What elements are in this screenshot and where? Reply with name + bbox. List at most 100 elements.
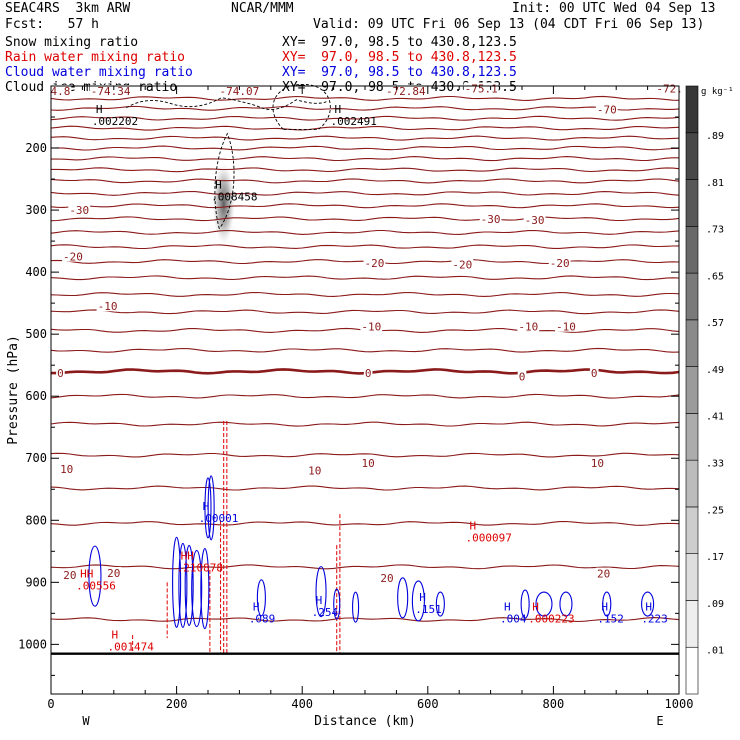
temperature-label: 20	[107, 567, 120, 580]
temperature-label-bg	[360, 320, 383, 332]
colorbar-label: .25	[706, 505, 724, 516]
temperature-contour	[50, 520, 680, 526]
extremum-value: .002202	[92, 115, 138, 128]
colorbar-swatch	[685, 272, 699, 321]
cloud-water-contour	[333, 588, 341, 620]
temperature-label: -75.1	[465, 82, 498, 95]
temperature-contour	[50, 203, 680, 209]
temperature-label-bg	[62, 250, 84, 262]
extremum-mark: HH	[181, 549, 194, 562]
temperature-contour	[50, 291, 680, 297]
colorbar-unit: g kg⁻¹	[701, 87, 734, 97]
colorbar-swatch	[685, 646, 699, 695]
temperature-label: -20	[452, 259, 472, 272]
temperature-contour	[50, 244, 680, 250]
temperature-contour	[50, 190, 680, 196]
extremum-mark: H	[469, 520, 476, 533]
colorbar-swatch	[685, 553, 699, 601]
extremum-mark: H	[601, 600, 608, 613]
cloud-water-contour	[184, 544, 194, 626]
cloud-water-contour	[352, 591, 360, 623]
temperature-label: -10	[518, 321, 538, 334]
temperature-label-bg	[68, 204, 91, 216]
cloud-water-contour	[315, 566, 327, 618]
extremum-mark: H	[316, 594, 323, 607]
temperature-label: -10	[556, 321, 576, 334]
temperature-label: 10	[60, 463, 73, 476]
temperature-label-bg	[589, 367, 599, 379]
y-tick-label: 600	[25, 389, 47, 403]
colorbar-swatch	[685, 600, 699, 648]
extremum-value: .210878	[177, 561, 223, 574]
temperature-label: 10	[591, 457, 604, 470]
temperature-label: 10	[362, 457, 375, 470]
temperature-label: -10	[98, 300, 118, 313]
y-tick-label: 400	[25, 265, 47, 279]
cloud-water-contour	[200, 547, 210, 630]
cloud-water-contour	[602, 591, 612, 617]
colorbar-label: .17	[706, 552, 724, 563]
x-tick-label: 600	[417, 697, 439, 711]
temperature-label: -10	[361, 321, 381, 334]
extremum-mark: H	[253, 600, 260, 613]
temperature-label: -30	[481, 213, 501, 226]
temperature-contour	[50, 564, 680, 570]
colorbar-swatch	[685, 132, 699, 180]
field-name-snow: Snow mixing ratio	[5, 35, 139, 50]
y-axis-title: Pressure (hPa)	[6, 335, 21, 445]
extremum-mark: H	[203, 500, 210, 513]
field-name-cloud-water: Cloud water mixing ratio	[5, 65, 193, 80]
field-xy-rain: XY= 97.0, 98.5 to 430.8,123.5	[282, 50, 517, 65]
y-tick-label: 700	[25, 451, 47, 465]
org-label: NCAR/MMM	[231, 1, 294, 16]
temperature-label-bg	[106, 567, 122, 579]
temperature-contour	[50, 115, 680, 121]
extremum-value: .089	[249, 612, 276, 625]
temperature-contour	[50, 216, 680, 222]
temperature-contour	[50, 347, 680, 353]
cloud-water-contour	[191, 549, 203, 628]
x-axis-title: Distance (km)	[314, 714, 416, 729]
colorbar-swatch	[685, 366, 699, 414]
extremum-value: .000097	[465, 532, 511, 545]
extremum-value: .008458	[211, 190, 257, 203]
temperature-contour	[50, 393, 680, 399]
temperature-label-bg	[589, 457, 605, 469]
field-xy-snow: XY= 97.0, 98.5 to 430.8,123.5	[282, 35, 517, 50]
extremum-mark: H	[504, 600, 511, 613]
colorbar-label: .89	[706, 131, 724, 142]
temperature-label-bg	[463, 82, 499, 94]
extremum-mark: HH	[80, 567, 93, 580]
snow-shading-plume	[212, 163, 235, 245]
extremum-value: .152	[597, 612, 624, 625]
cloud-ice-contour	[126, 97, 327, 110]
temperature-contour	[50, 135, 680, 141]
colorbar-swatch	[685, 179, 699, 227]
cloud-water-contour	[178, 542, 188, 628]
colorbar-label: .01	[706, 646, 724, 657]
x-tick-label: 200	[166, 697, 188, 711]
temperature-contour	[51, 167, 680, 173]
temperature-label: -70	[597, 104, 617, 117]
temperature-contour	[50, 485, 680, 491]
temperature-label: 0	[519, 370, 526, 383]
colorbar-label: .41	[706, 412, 724, 423]
model-label: SEAC4RS 3km ARW	[5, 1, 131, 16]
y-tick-label: 200	[25, 141, 47, 155]
temperature-label-bg	[307, 464, 323, 476]
temperature-label: -72.84	[386, 85, 426, 98]
extremum-value: .254	[312, 606, 339, 619]
extremum-value: .000223	[528, 612, 574, 625]
temperature-label: -74.34	[91, 85, 131, 98]
temperature-label-bg	[385, 84, 427, 96]
cloud-ice-contour	[272, 83, 331, 130]
temperature-contour	[50, 105, 680, 111]
temperature-label-bg	[59, 462, 75, 474]
temperature-label: 20	[597, 568, 610, 581]
temperature-label: 20	[380, 572, 393, 585]
temperature-label-bg	[49, 84, 72, 96]
temperature-label: -20	[63, 251, 83, 264]
temperature-label: 4.8	[50, 85, 70, 98]
temperature-contour	[50, 309, 680, 315]
